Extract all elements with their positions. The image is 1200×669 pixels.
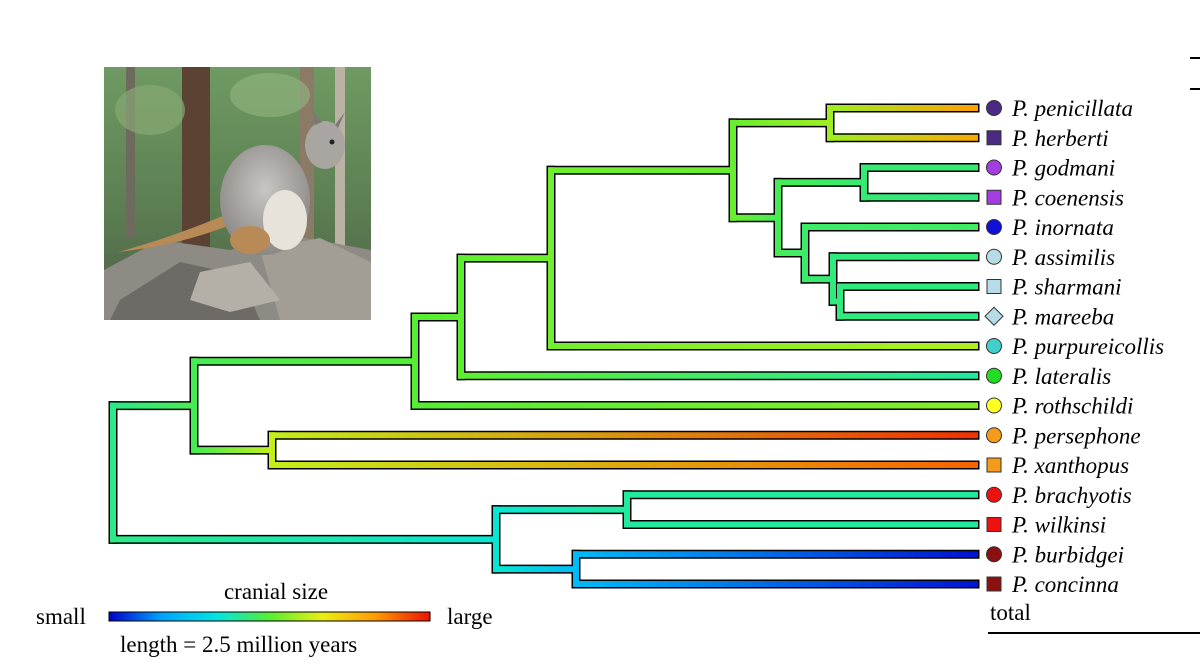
total-label: total — [990, 600, 1031, 625]
species-marker-circle — [986, 546, 1002, 563]
species-marker-circle — [986, 367, 1002, 384]
species-marker-circle — [986, 159, 1002, 176]
species-marker-circle — [986, 427, 1002, 444]
species-label: P. lateralis — [1011, 364, 1111, 389]
phylogenetic-tree — [108, 103, 980, 589]
species-label: P. burbidgei — [1011, 542, 1124, 567]
species-marker-circle — [986, 100, 1002, 116]
species-label: P. brachyotis — [1011, 483, 1132, 508]
species-marker-square — [986, 576, 1002, 592]
scale-caption: length = 2.5 million years — [120, 632, 357, 657]
species-label: P. concinna — [1011, 572, 1119, 597]
species-marker-square — [986, 457, 1002, 473]
species-marker-diamond — [984, 306, 1004, 326]
wallaby-photo — [104, 67, 371, 320]
species-marker-circle — [986, 219, 1002, 235]
species-marker-circle — [986, 397, 1002, 414]
tip-labels: P. penicillata P. herberti P. godmani P. co… — [984, 96, 1164, 597]
species-label: P. mareeba — [1011, 304, 1114, 329]
species-marker-circle — [986, 248, 1002, 265]
species-marker-square — [986, 517, 1002, 532]
species-marker-circle — [986, 338, 1002, 354]
species-marker-square — [986, 130, 1002, 146]
species-label: P. herberti — [1011, 126, 1109, 151]
species-marker-square — [986, 189, 1002, 205]
legend-high-label: large — [447, 604, 493, 629]
species-label: P. rothschildi — [1011, 394, 1133, 419]
legend-low-label: small — [36, 604, 86, 629]
species-label: P. xanthopus — [1011, 453, 1129, 478]
cranial-size-legend: cranial size small large length = 2.5 mi… — [36, 579, 493, 657]
legend-title: cranial size — [224, 579, 328, 604]
species-label: P. sharmani — [1011, 275, 1122, 300]
species-label: P. inornata — [1011, 215, 1114, 240]
species-label: P. purpureicollis — [1011, 334, 1164, 359]
color-scale-bar — [108, 611, 431, 622]
species-label: P. assimilis — [1011, 245, 1115, 270]
species-marker-circle — [986, 486, 1002, 503]
species-label: P. wilkinsi — [1011, 513, 1106, 538]
species-label: P. persephone — [1011, 423, 1141, 448]
species-label: P. penicillata — [1011, 96, 1133, 121]
species-label: P. godmani — [1011, 156, 1115, 181]
species-marker-square — [986, 279, 1002, 294]
species-label: P. coenensis — [1011, 185, 1124, 210]
